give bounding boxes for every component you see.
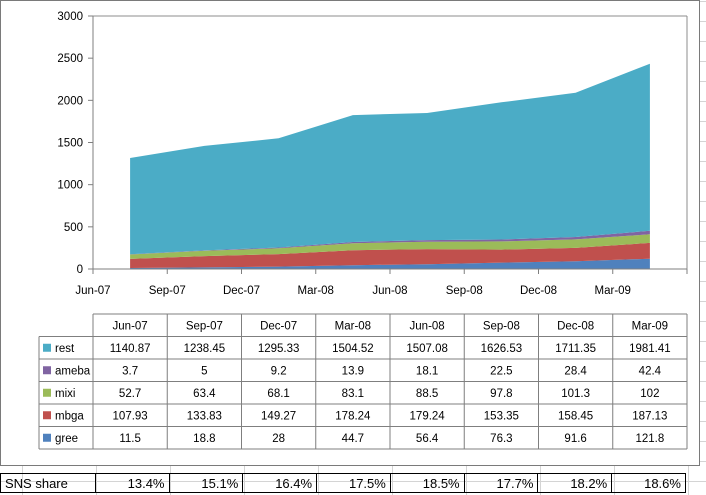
y-tick-label: 2000 (57, 95, 83, 107)
table-value-cell: 44.7 (342, 433, 364, 445)
x-tick-label: Mar-08 (298, 285, 334, 297)
table-value-cell: 52.7 (119, 388, 141, 400)
area-series-gree (130, 258, 650, 269)
legend-key-mixi (43, 388, 51, 397)
table-value-cell: 9.2 (271, 365, 287, 377)
table-header-cell: Sep-08 (483, 320, 520, 332)
y-tick-label: 2500 (57, 53, 83, 65)
x-tick-label: Jun-08 (372, 285, 407, 297)
area-series-mbga (130, 242, 650, 268)
table-value-cell: 102 (640, 388, 659, 400)
sns-share-label: SNS share (0, 474, 96, 492)
sns-share-cell: 18.5% (391, 474, 465, 492)
table-header-cell: Dec-07 (260, 320, 297, 332)
sns-share-cell: 17.5% (317, 474, 391, 492)
y-tick-label: 1000 (57, 180, 83, 192)
y-tick-label: 0 (77, 264, 83, 276)
legend-key-mbga (43, 411, 51, 420)
area-series-mixi (130, 234, 650, 259)
x-tick-label: Mar-09 (595, 285, 631, 297)
table-value-cell: 5 (201, 365, 207, 377)
table-value-cell: 121.8 (635, 433, 664, 445)
table-header-cell: Mar-08 (335, 320, 371, 332)
table-value-cell: 28 (272, 433, 285, 445)
table-value-cell: 1626.53 (481, 343, 523, 355)
sns-share-row: SNS share 13.4% 15.1% 16.4% 17.5% 18.5% … (0, 473, 686, 493)
table-value-cell: 42.4 (639, 365, 662, 377)
table-header-cell: Mar-09 (632, 320, 668, 332)
table-value-cell: 68.1 (267, 388, 289, 400)
table-value-cell: 88.5 (416, 388, 438, 400)
legend-label-gree: gree (55, 433, 78, 445)
table-value-cell: 91.6 (564, 433, 586, 445)
area-series-rest (130, 63, 650, 255)
table-value-cell: 18.8 (193, 433, 215, 445)
area-series-group (130, 63, 650, 269)
table-value-cell: 158.45 (558, 410, 593, 422)
table-value-cell: 83.1 (342, 388, 364, 400)
x-tick-label: Jun-07 (75, 285, 110, 297)
sns-share-cell: 18.2% (538, 474, 613, 492)
table-value-cell: 1711.35 (555, 343, 596, 355)
sns-share-cell: 18.6% (612, 474, 686, 492)
table-value-cell: 1507.08 (406, 343, 448, 355)
sns-share-cell: 13.4% (96, 474, 170, 492)
table-header-cell: Dec-08 (557, 320, 594, 332)
legend-label-mbga: mbga (55, 410, 84, 422)
area-series-ameba (130, 230, 650, 255)
table-value-cell: 1295.33 (258, 343, 300, 355)
table-value-cell: 11.5 (119, 433, 141, 445)
table-value-cell: 97.8 (490, 388, 512, 400)
sns-share-cell: 15.1% (170, 474, 244, 492)
table-header-cell: Jun-08 (410, 320, 445, 332)
legend-label-ameba: ameba (55, 365, 91, 377)
sns-share-cell: 16.4% (243, 474, 318, 492)
table-value-cell: 178.24 (335, 410, 371, 422)
table-value-cell: 179.24 (410, 410, 446, 422)
table-header-cell: Sep-07 (186, 320, 223, 332)
table-value-cell: 133.83 (187, 410, 222, 422)
table-value-cell: 13.9 (342, 365, 364, 377)
x-tick-label: Dec-07 (223, 285, 260, 297)
table-value-cell: 1140.87 (110, 343, 151, 355)
y-tick-label: 1500 (57, 138, 83, 150)
table-value-cell: 18.1 (416, 365, 438, 377)
table-header-cell: Jun-07 (113, 320, 148, 332)
table-value-cell: 63.4 (193, 388, 216, 400)
table-value-cell: 107.93 (113, 410, 148, 422)
table-value-cell: 149.27 (261, 410, 296, 422)
chart-area[interactable]: 0 500 1000 1500 2000 2500 3000 Jun-07 Sep-07 Dec-… (0, 0, 700, 466)
y-tick-label: 500 (64, 222, 83, 234)
table-value-cell: 28.4 (564, 365, 587, 377)
legend-key-gree (43, 433, 51, 442)
table-value-cell: 153.35 (484, 410, 519, 422)
legend-label-rest: rest (55, 343, 75, 355)
sns-share-cell: 17.7% (465, 474, 539, 492)
y-tick-label: 3000 (57, 11, 83, 23)
table-value-cell: 1981.41 (629, 343, 671, 355)
table-value-cell: 187.13 (632, 410, 667, 422)
legend-label-mixi: mixi (55, 388, 75, 400)
table-value-cell: 22.5 (490, 365, 512, 377)
axes-group: 0 500 1000 1500 2000 2500 3000 Jun-07 Sep-07 Dec-… (57, 11, 688, 297)
x-tick-label: Sep-08 (446, 285, 483, 297)
table-value-cell: 1238.45 (184, 343, 226, 355)
legend-key-ameba (43, 366, 51, 375)
x-tick-label: Sep-07 (149, 285, 186, 297)
x-tick-label: Dec-08 (520, 285, 557, 297)
table-value-cell: 3.7 (122, 365, 138, 377)
stacked-area-chart: 0 500 1000 1500 2000 2500 3000 Jun-07 Sep-07 Dec-… (38, 11, 688, 450)
table-value-cell: 1504.52 (332, 343, 374, 355)
table-value-cell: 101.3 (561, 388, 590, 400)
data-table-group: Jun-07 Sep-07 Dec-07 Mar-08 Jun-08 Sep-08 Dec-… (38, 313, 688, 450)
table-value-cell: 76.3 (490, 433, 512, 445)
legend-key-rest (43, 343, 51, 352)
table-value-cell: 56.4 (416, 433, 439, 445)
